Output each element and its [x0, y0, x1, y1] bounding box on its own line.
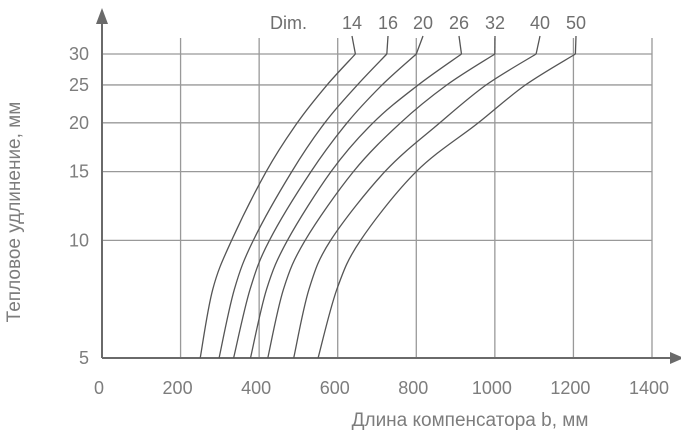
series-leader-dim-20 — [415, 35, 424, 55]
x-tick-label-800: 800 — [398, 378, 428, 398]
series-label-dim-32: 32 — [485, 13, 505, 33]
series-leader-dim-14 — [351, 35, 357, 55]
y-tick-label-20: 20 — [69, 113, 89, 133]
x-tick-label-200: 200 — [163, 378, 193, 398]
series-line-dim-40 — [293, 53, 537, 359]
series-label-dim-16: 16 — [378, 13, 398, 33]
x-axis-arrow — [670, 352, 681, 364]
series-label-dim-40: 40 — [530, 13, 550, 33]
y-axis-label: Тепловое удлинение, мм — [4, 102, 25, 323]
x-tick-label-1400: 1400 — [629, 378, 669, 398]
dimension-labels: Dim. 14 16 20 26 32 40 50 — [270, 13, 586, 33]
y-tick-label-25: 25 — [69, 75, 89, 95]
x-tick-label-400: 400 — [241, 378, 271, 398]
series-line-dim-50 — [317, 53, 576, 359]
x-tick-label-600: 600 — [320, 378, 350, 398]
series-line-dim-26 — [249, 53, 462, 359]
series-curves — [199, 35, 577, 359]
series-line-dim-32 — [267, 53, 496, 359]
series-leader-dim-16 — [386, 35, 389, 55]
x-axis-label: Длина компенсатора b, мм — [352, 410, 589, 431]
series-leader-dim-50 — [574, 35, 577, 55]
series-label-dim-14: 14 — [342, 13, 362, 33]
y-tick-label-15: 15 — [69, 162, 89, 182]
x-tick-label-0: 0 — [94, 378, 104, 398]
grid — [102, 38, 653, 359]
series-label-dim-26: 26 — [449, 13, 469, 33]
series-leader-dim-40 — [535, 35, 541, 55]
axes — [96, 8, 681, 364]
x-tick-label-1000: 1000 — [472, 378, 512, 398]
series-line-dim-16 — [218, 53, 388, 359]
y-tick-label-10: 10 — [69, 230, 89, 250]
series-label-dim-50: 50 — [566, 13, 586, 33]
x-tick-label-1200: 1200 — [550, 378, 590, 398]
y-tick-label-5: 5 — [79, 348, 89, 368]
series-line-dim-20 — [232, 53, 417, 359]
y-tick-label-30: 30 — [69, 44, 89, 64]
dim-prefix: Dim. — [270, 13, 307, 33]
y-axis-arrow — [96, 8, 108, 24]
series-leader-dim-26 — [458, 35, 463, 55]
tick-labels: 0 200 400 600 800 1000 1200 1400 5 10 15 20 25 30 — [69, 44, 669, 398]
series-line-dim-14 — [199, 53, 356, 359]
series-label-dim-20: 20 — [413, 13, 433, 33]
